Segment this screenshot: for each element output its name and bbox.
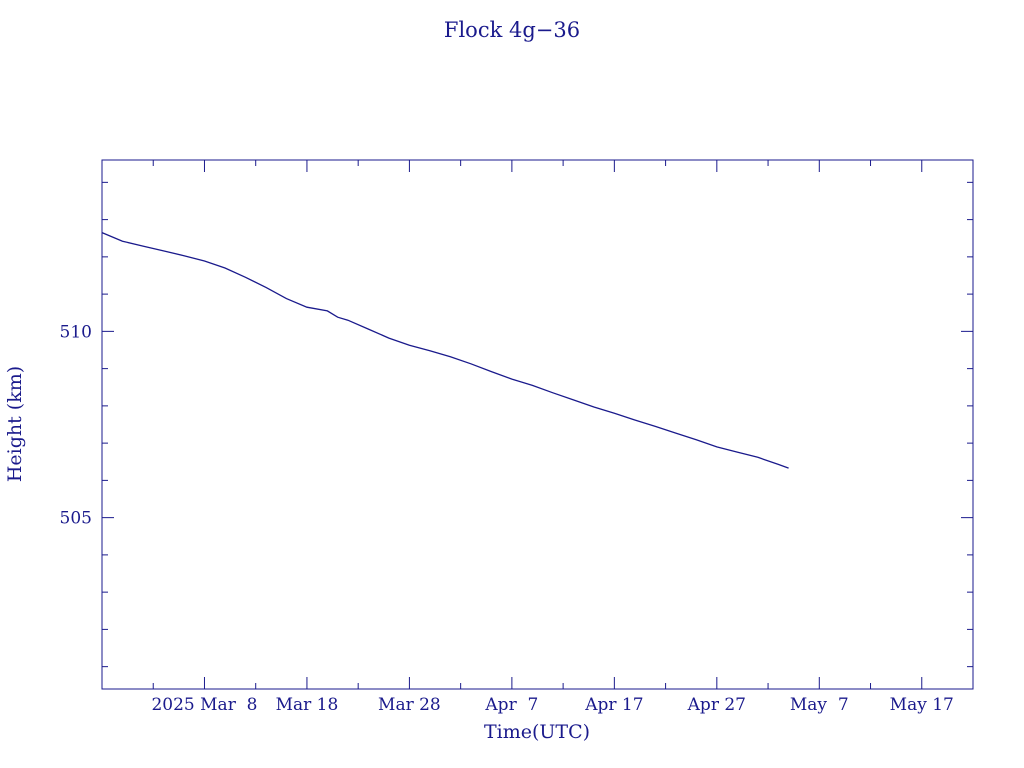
y-tick-label: 510 [60, 322, 92, 342]
x-tick-label: Mar 18 [276, 695, 339, 715]
plot-frame [101, 159, 974, 690]
y-tick-label: 505 [60, 509, 92, 529]
x-tick-label: May 17 [890, 695, 954, 715]
chart-title: Flock 4g−36 [444, 18, 580, 42]
height-series-line [101, 232, 789, 469]
x-tick-label: Apr 17 [584, 695, 643, 715]
axis-ticks [101, 160, 974, 689]
x-tick-label: Apr 7 [484, 695, 538, 715]
x-axis-label: Time(UTC) [484, 721, 590, 743]
x-tick-label: Apr 27 [687, 695, 746, 715]
y-axis-label: Height (km) [4, 366, 26, 482]
x-tick-label: Mar 28 [378, 695, 441, 715]
x-tick-label: 2025 Mar 8 [151, 695, 257, 715]
x-tick-label: May 7 [790, 695, 849, 715]
tick-labels: 2025 Mar 8 Mar 18 Mar 28 Apr 7 Apr 17 Apr 27 M… [60, 322, 954, 715]
